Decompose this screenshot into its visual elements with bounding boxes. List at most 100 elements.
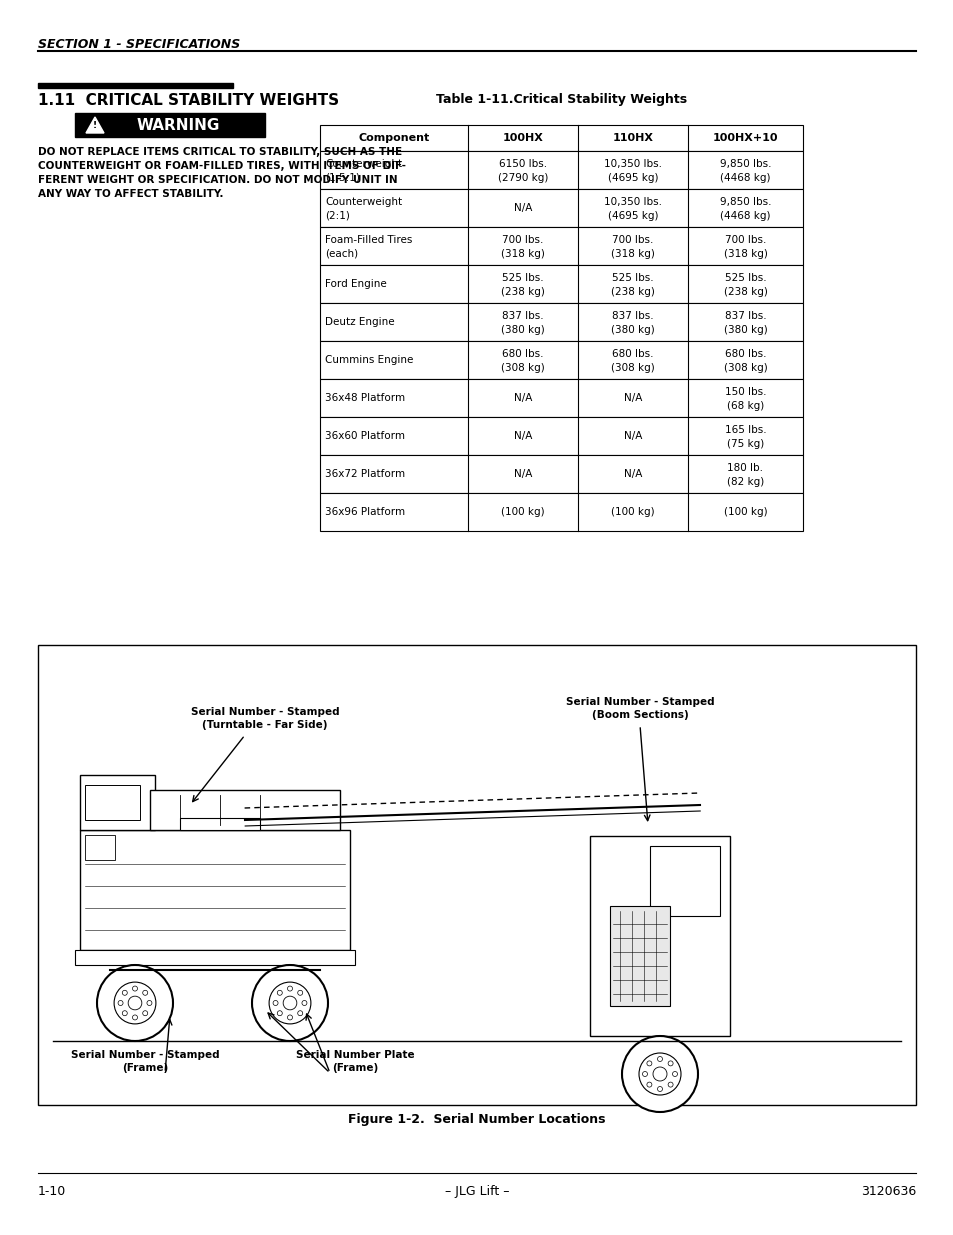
Bar <box>319 189 802 227</box>
Circle shape <box>132 986 137 990</box>
Text: (308 kg): (308 kg) <box>500 363 544 373</box>
Bar <box>319 454 802 493</box>
Text: 680 lbs.: 680 lbs. <box>612 350 653 359</box>
Text: (Frame): (Frame) <box>122 1063 168 1073</box>
Text: Foam-Filled Tires: Foam-Filled Tires <box>325 235 412 245</box>
Text: 110HX: 110HX <box>612 133 653 143</box>
Circle shape <box>652 1067 666 1081</box>
Circle shape <box>114 982 155 1024</box>
Text: 837 lbs.: 837 lbs. <box>612 311 653 321</box>
Text: N/A: N/A <box>514 469 532 479</box>
Text: (2:1): (2:1) <box>325 211 350 221</box>
Text: 150 lbs.: 150 lbs. <box>724 387 765 396</box>
Text: 680 lbs.: 680 lbs. <box>724 350 765 359</box>
Text: N/A: N/A <box>623 469 641 479</box>
Text: (4468 kg): (4468 kg) <box>720 211 770 221</box>
Text: 9,850 lbs.: 9,850 lbs. <box>719 159 770 169</box>
Circle shape <box>147 1000 152 1005</box>
Circle shape <box>667 1061 673 1066</box>
Text: N/A: N/A <box>514 393 532 403</box>
Circle shape <box>277 990 282 995</box>
Circle shape <box>252 965 328 1041</box>
Text: DO NOT REPLACE ITEMS CRITICAL TO STABILITY, SUCH AS THE: DO NOT REPLACE ITEMS CRITICAL TO STABILI… <box>38 147 402 157</box>
Circle shape <box>297 990 302 995</box>
Text: Table 1-11.Critical Stability Weights: Table 1-11.Critical Stability Weights <box>436 93 686 106</box>
Text: N/A: N/A <box>623 393 641 403</box>
Text: (318 kg): (318 kg) <box>500 248 544 258</box>
Text: (4695 kg): (4695 kg) <box>607 211 658 221</box>
Circle shape <box>287 986 293 990</box>
Polygon shape <box>150 790 339 830</box>
Text: 36x72 Platform: 36x72 Platform <box>325 469 405 479</box>
Text: Deutz Engine: Deutz Engine <box>325 317 395 327</box>
Text: (100 kg): (100 kg) <box>500 508 544 517</box>
Text: N/A: N/A <box>514 203 532 212</box>
Bar <box>319 227 802 266</box>
Circle shape <box>269 982 311 1024</box>
Bar <box>319 379 802 417</box>
Text: 525 lbs.: 525 lbs. <box>501 273 543 283</box>
Circle shape <box>287 1015 293 1020</box>
Bar <box>589 836 729 1036</box>
Text: (68 kg): (68 kg) <box>726 400 763 410</box>
Bar <box>85 835 115 860</box>
Text: 700 lbs.: 700 lbs. <box>724 235 765 245</box>
Text: (Turntable - Far Side): (Turntable - Far Side) <box>202 720 328 730</box>
Circle shape <box>283 997 296 1010</box>
Circle shape <box>672 1072 677 1077</box>
Bar <box>38 83 233 88</box>
Circle shape <box>118 1000 123 1005</box>
Text: N/A: N/A <box>623 431 641 441</box>
Text: (380 kg): (380 kg) <box>500 325 544 335</box>
Text: (380 kg): (380 kg) <box>611 325 654 335</box>
Circle shape <box>128 997 142 1010</box>
Text: (4468 kg): (4468 kg) <box>720 173 770 183</box>
Text: Serial Number - Stamped: Serial Number - Stamped <box>71 1050 219 1060</box>
Text: (Boom Sections): (Boom Sections) <box>591 710 688 720</box>
Circle shape <box>297 1010 302 1015</box>
Text: 837 lbs.: 837 lbs. <box>724 311 765 321</box>
Text: 36x60 Platform: 36x60 Platform <box>325 431 405 441</box>
Text: SECTION 1 - SPECIFICATIONS: SECTION 1 - SPECIFICATIONS <box>38 38 240 51</box>
Text: (100 kg): (100 kg) <box>723 508 766 517</box>
Text: 525 lbs.: 525 lbs. <box>612 273 653 283</box>
Circle shape <box>646 1061 651 1066</box>
Text: COUNTERWEIGHT OR FOAM-FILLED TIRES, WITH ITEMS OF DIF-: COUNTERWEIGHT OR FOAM-FILLED TIRES, WITH… <box>38 161 406 170</box>
Circle shape <box>667 1082 673 1087</box>
Text: Serial Number - Stamped: Serial Number - Stamped <box>191 706 339 718</box>
Circle shape <box>621 1036 698 1112</box>
Text: Component: Component <box>358 133 429 143</box>
Bar <box>319 417 802 454</box>
Bar <box>38 645 915 1105</box>
Text: Counterweight: Counterweight <box>325 159 402 169</box>
Bar <box>80 776 154 830</box>
Text: (4695 kg): (4695 kg) <box>607 173 658 183</box>
Text: – JLG Lift –: – JLG Lift – <box>444 1186 509 1198</box>
Text: (238 kg): (238 kg) <box>611 287 655 296</box>
Text: (1.5:1): (1.5:1) <box>325 173 359 183</box>
Circle shape <box>97 965 172 1041</box>
Text: (each): (each) <box>325 248 357 258</box>
Text: Figure 1-2.  Serial Number Locations: Figure 1-2. Serial Number Locations <box>348 1113 605 1126</box>
Text: Serial Number - Stamped: Serial Number - Stamped <box>565 697 714 706</box>
Text: 36x96 Platform: 36x96 Platform <box>325 508 405 517</box>
Text: 700 lbs.: 700 lbs. <box>612 235 653 245</box>
Text: 10,350 lbs.: 10,350 lbs. <box>603 196 661 207</box>
Text: ANY WAY TO AFFECT STABILITY.: ANY WAY TO AFFECT STABILITY. <box>38 189 223 199</box>
Circle shape <box>646 1082 651 1087</box>
Text: 165 lbs.: 165 lbs. <box>724 425 765 435</box>
Text: Counterweight: Counterweight <box>325 196 402 207</box>
Circle shape <box>639 1053 680 1095</box>
Text: 36x48 Platform: 36x48 Platform <box>325 393 405 403</box>
Text: (82 kg): (82 kg) <box>726 477 763 487</box>
Bar <box>319 341 802 379</box>
Text: !: ! <box>92 121 97 131</box>
Text: 100HX: 100HX <box>502 133 543 143</box>
Bar <box>180 818 260 830</box>
Text: WARNING: WARNING <box>136 117 219 132</box>
Text: Ford Engine: Ford Engine <box>325 279 386 289</box>
Circle shape <box>641 1072 647 1077</box>
Text: (318 kg): (318 kg) <box>611 248 655 258</box>
Text: 1.11  CRITICAL STABILITY WEIGHTS: 1.11 CRITICAL STABILITY WEIGHTS <box>38 93 338 107</box>
Bar <box>319 151 802 189</box>
